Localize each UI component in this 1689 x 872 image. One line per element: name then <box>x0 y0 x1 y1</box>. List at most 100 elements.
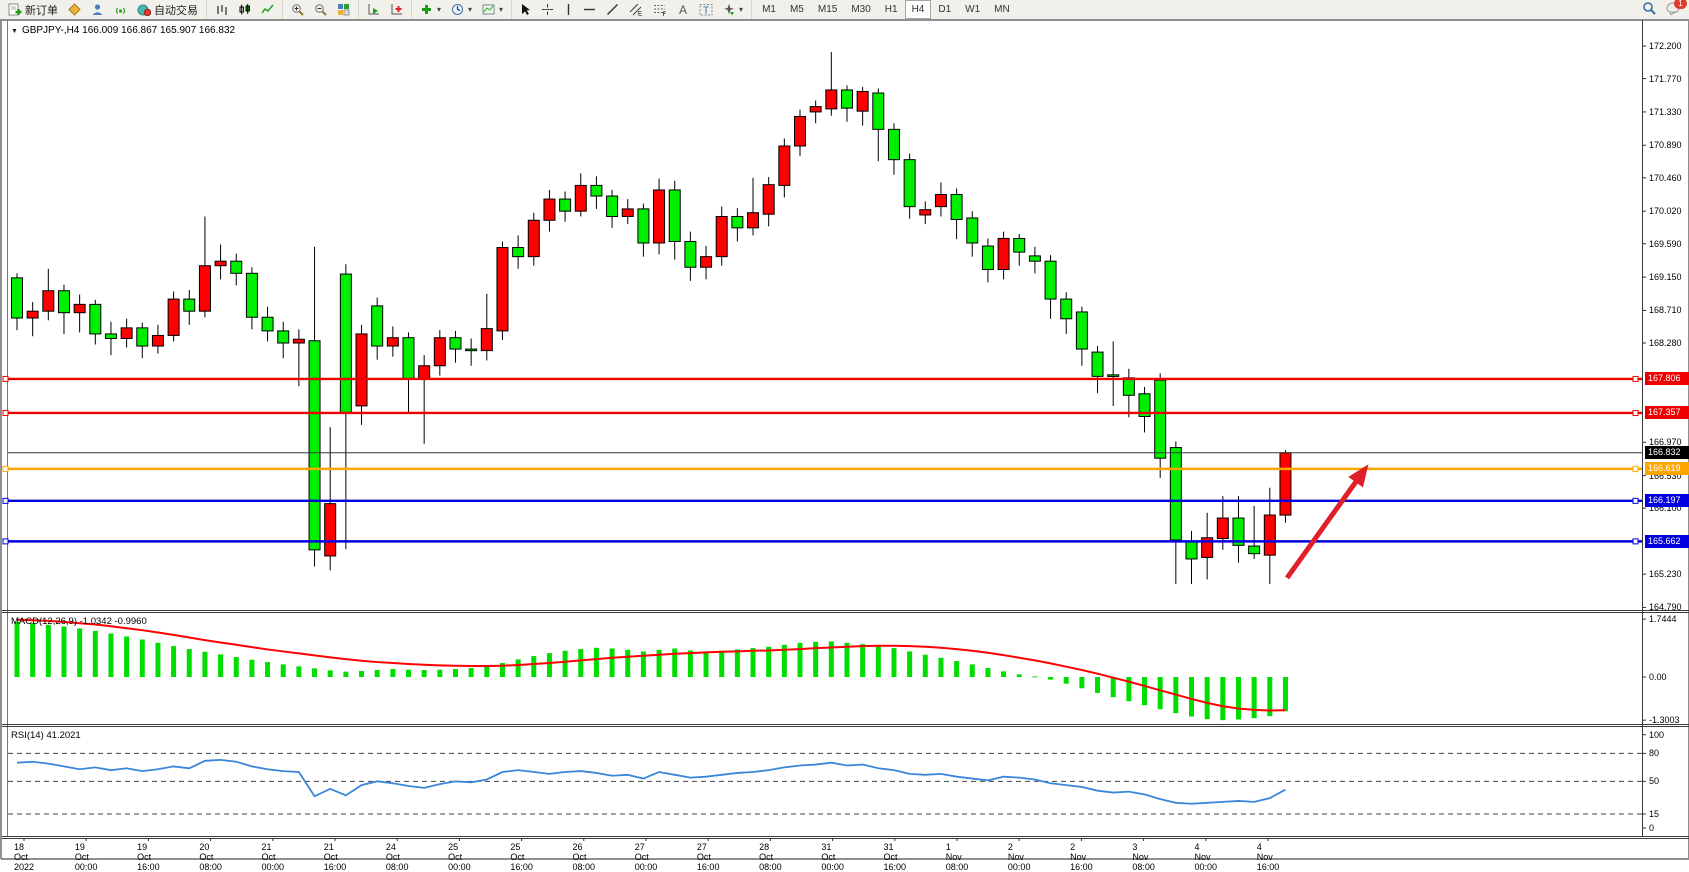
text-button[interactable]: A <box>672 0 694 19</box>
candle-bear <box>90 304 101 334</box>
candle-bull <box>857 91 868 111</box>
timeframe-h1-button[interactable]: H1 <box>878 0 905 19</box>
timeframe-m30-button[interactable]: M30 <box>844 0 877 19</box>
candle-bear <box>1186 542 1197 559</box>
candle-bull <box>528 220 539 256</box>
new-order-button-label: 新订单 <box>25 2 58 18</box>
hline-anchor-right[interactable] <box>1633 539 1638 544</box>
vline-icon <box>564 3 573 16</box>
macd-histogram-bar <box>484 666 489 677</box>
macd-histogram-bar <box>688 650 693 677</box>
timeframe-m1-button[interactable]: M1 <box>755 0 783 19</box>
hline-anchor-left[interactable] <box>3 466 8 471</box>
chart-shift-button[interactable] <box>385 0 408 19</box>
time-axis-label: 4 Nov 00:00 <box>1195 842 1218 872</box>
templates-dropdown[interactable]: ▾ <box>477 0 508 19</box>
cursor-icon <box>520 3 531 16</box>
toolbar-group-scroll <box>359 0 412 19</box>
macd-histogram-bar <box>187 649 192 677</box>
autotrading-button-label: 自动交易 <box>154 2 198 18</box>
macd-tick-label: -1.3003 <box>1649 715 1680 725</box>
equidistant-channel-button[interactable]: E <box>624 0 648 19</box>
macd-histogram-bar <box>1017 674 1022 677</box>
notifications-icon[interactable]: 1 <box>1666 2 1681 18</box>
candle-bull <box>1264 515 1275 555</box>
hline-anchor-right[interactable] <box>1633 376 1638 381</box>
time-axis-label: 21 Oct 00:00 <box>262 842 285 872</box>
macd-histogram-bar <box>453 669 458 677</box>
symbol-ohlc-label[interactable]: ▼GBPJPY-,H4 166.009 166.867 165.907 166.… <box>11 25 235 36</box>
window-border <box>2 21 1689 860</box>
candle-bull <box>215 261 226 266</box>
periods-icon <box>451 3 464 16</box>
hline-anchor-right[interactable] <box>1633 498 1638 503</box>
svg-text:F: F <box>663 12 667 16</box>
timeframe-mn-button[interactable]: MN <box>987 0 1017 19</box>
candle-bear <box>1045 261 1056 299</box>
timeframe-m5-button[interactable]: M5 <box>783 0 811 19</box>
crosshair-button[interactable] <box>536 0 559 19</box>
candlestick-button[interactable] <box>233 0 256 19</box>
hline-anchor-left[interactable] <box>3 410 8 415</box>
bar-chart-button[interactable] <box>210 0 233 19</box>
hline-anchor-left[interactable] <box>3 539 8 544</box>
auto-scroll-button[interactable] <box>362 0 385 19</box>
macd-histogram-bar <box>704 652 709 677</box>
macd-histogram-bar <box>343 672 348 677</box>
search-icon[interactable] <box>1642 1 1656 18</box>
price-line-label-167.806: 167.806 <box>1645 372 1689 385</box>
macd-histogram-bar <box>1095 677 1100 693</box>
time-axis-label: 24 Oct 08:00 <box>386 842 409 872</box>
arrow-object-line[interactable] <box>1287 472 1363 578</box>
price-tick-label: 171.330 <box>1649 107 1682 117</box>
macd-histogram-bar <box>563 651 568 677</box>
candle-bull <box>152 335 163 346</box>
time-axis-label: 1 Nov 08:00 <box>946 842 969 872</box>
autotrading-button[interactable]: 自动交易 <box>132 0 203 19</box>
metaeditor-button[interactable] <box>63 0 86 19</box>
hline-anchor-left[interactable] <box>3 376 8 381</box>
signals-icon <box>114 3 127 16</box>
hline-anchor-right[interactable] <box>1633 410 1638 415</box>
macd-histogram-bar <box>1048 677 1053 680</box>
candle-bear <box>466 349 477 351</box>
hline-anchor-left[interactable] <box>3 498 8 503</box>
tile-windows-button[interactable] <box>332 0 355 19</box>
trendline-button[interactable] <box>601 0 624 19</box>
zoom-out-button[interactable] <box>309 0 332 19</box>
timeframe-m15-button[interactable]: M15 <box>811 0 844 19</box>
periods-dropdown[interactable]: ▾ <box>446 0 477 19</box>
price-tick-label: 172.200 <box>1649 41 1682 51</box>
timeframe-w1-button[interactable]: W1 <box>958 0 987 19</box>
fibonacci-button[interactable]: F <box>648 0 672 19</box>
macd-histogram-bar <box>265 662 270 677</box>
candle-bull <box>575 185 586 211</box>
price-tick-label: 165.230 <box>1649 569 1682 579</box>
timeframe-h4-button[interactable]: H4 <box>905 0 932 19</box>
price-tick-label: 169.150 <box>1649 272 1682 282</box>
chart-menu-icon[interactable]: ▼ <box>11 28 18 35</box>
candle-bear <box>560 199 571 211</box>
new-order-button[interactable]: 新订单 <box>3 0 63 19</box>
mql5-account-button[interactable] <box>86 0 109 19</box>
macd-histogram-bar <box>1252 677 1257 718</box>
candle-bear <box>403 338 414 380</box>
hline-anchor-right[interactable] <box>1633 466 1638 471</box>
toolbar-group-standard: 新订单 自动交易 <box>0 0 207 19</box>
cursor-button[interactable] <box>515 0 536 19</box>
text-label-button[interactable]: T <box>694 0 718 19</box>
signals-button[interactable] <box>109 0 132 19</box>
candle-bear <box>450 338 461 349</box>
timeframe-d1-button[interactable]: D1 <box>931 0 958 19</box>
zoom-in-button[interactable] <box>286 0 309 19</box>
arrows-dropdown[interactable]: ▾ <box>718 0 748 19</box>
indicators-dropdown[interactable]: ▾ <box>415 0 446 19</box>
line-chart-button[interactable] <box>256 0 279 19</box>
caret-down-icon: ▾ <box>499 5 503 14</box>
vertical-line-button[interactable] <box>559 0 578 19</box>
macd-histogram-bar <box>719 651 724 677</box>
horizontal-line-button[interactable] <box>578 0 601 19</box>
time-axis-label: 19 Oct 16:00 <box>137 842 160 872</box>
macd-histogram-bar <box>844 643 849 677</box>
chart-window: ▼GBPJPY-,H4 166.009 166.867 165.907 166.… <box>0 19 1689 859</box>
